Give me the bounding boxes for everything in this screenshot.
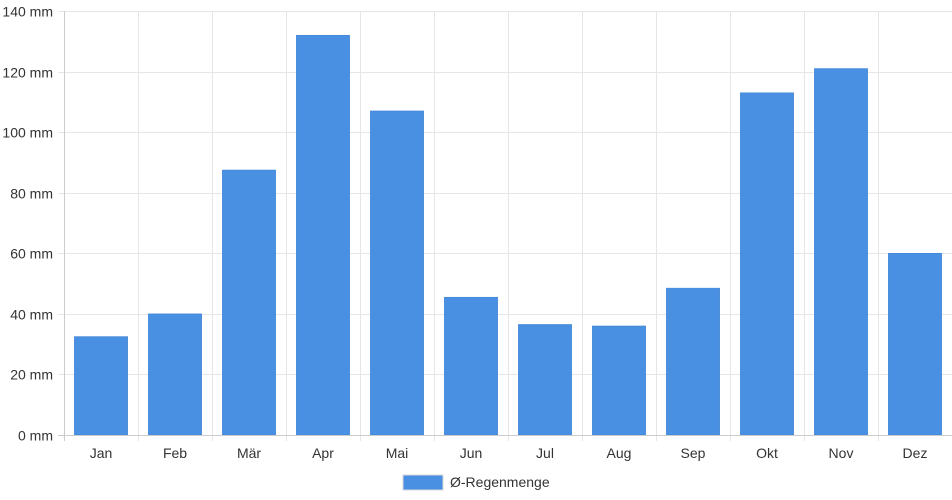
x-tick-label: Sep — [681, 445, 706, 461]
y-tick-label: 100 mm — [2, 125, 53, 141]
x-tick-label: Apr — [312, 445, 334, 461]
y-tick-label: 0 mm — [18, 428, 53, 444]
x-tick-label: Jul — [536, 445, 554, 461]
bar-apr[interactable] — [296, 34, 350, 436]
bar-dez[interactable] — [888, 253, 942, 436]
bar-jun[interactable] — [444, 296, 498, 436]
bar-sep[interactable] — [666, 287, 720, 436]
bar-mai[interactable] — [370, 110, 424, 436]
bar-okt[interactable] — [740, 92, 794, 436]
x-tick-label: Jan — [90, 445, 113, 461]
x-tick-label: Dez — [903, 445, 928, 461]
x-tick-label: Nov — [829, 445, 854, 461]
bar-aug[interactable] — [592, 325, 646, 436]
bar-feb[interactable] — [148, 313, 202, 436]
y-axis-tick-labels: 0 mm 20 mm 40 mm 60 mm 80 mm 100 mm 120 mm 140 … — [2, 4, 53, 444]
bar-jan[interactable] — [74, 336, 128, 436]
x-tick-label: Okt — [756, 445, 778, 461]
y-tick-label: 80 mm — [10, 186, 53, 202]
y-tick-label: 140 mm — [2, 4, 53, 20]
y-tick-label: 120 mm — [2, 65, 53, 81]
bar-mär[interactable] — [222, 169, 276, 436]
x-tick-label: Mai — [386, 445, 409, 461]
legend-swatch[interactable] — [402, 474, 444, 491]
x-tick-label: Feb — [163, 445, 187, 461]
bars — [74, 34, 942, 436]
x-tick-label: Aug — [607, 445, 632, 461]
y-tick-label: 60 mm — [10, 246, 53, 262]
bar-nov[interactable] — [814, 68, 868, 436]
legend-label[interactable]: Ø-Regenmenge — [450, 474, 550, 490]
y-tick-label: 20 mm — [10, 367, 53, 383]
grid-lines — [58, 11, 952, 441]
x-tick-label: Mär — [237, 445, 261, 461]
bar-jul[interactable] — [518, 324, 572, 436]
x-axis-tick-labels: Jan Feb Mär Apr Mai Jun Jul Aug Sep Okt Nov Dez — [90, 445, 928, 461]
x-tick-label: Jun — [460, 445, 483, 461]
legend[interactable]: Ø-Regenmenge — [402, 474, 550, 491]
y-tick-label: 40 mm — [10, 307, 53, 323]
